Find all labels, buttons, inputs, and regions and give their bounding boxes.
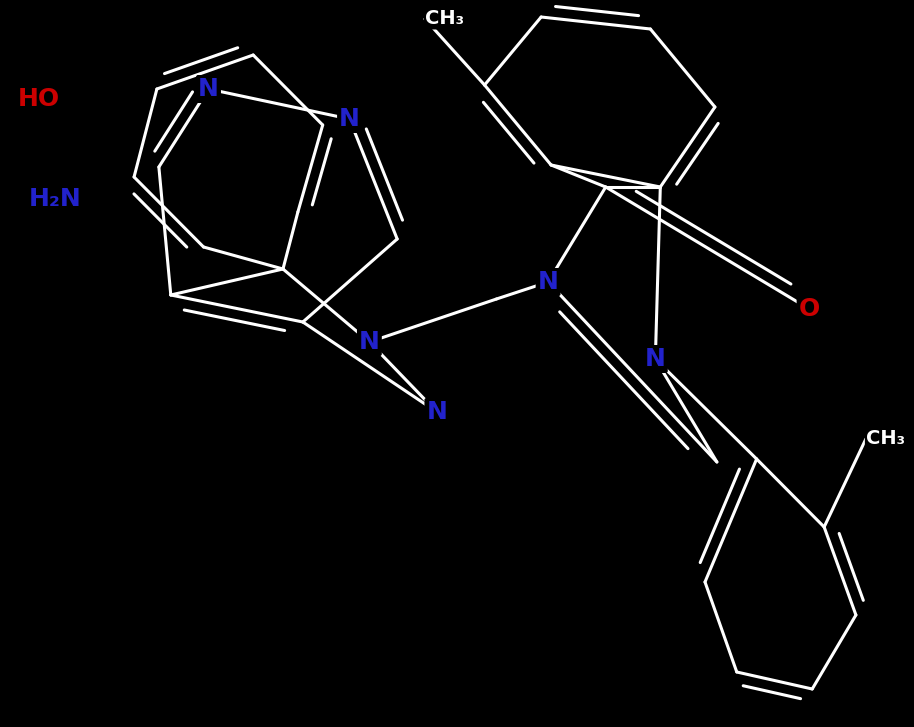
Text: N: N [645, 347, 665, 371]
Text: N: N [359, 330, 380, 354]
Text: N: N [339, 107, 360, 131]
Text: H₂N: H₂N [28, 187, 81, 211]
Text: N: N [198, 77, 219, 101]
Text: O: O [799, 297, 820, 321]
Text: HO: HO [17, 87, 59, 111]
Text: CH₃: CH₃ [425, 9, 464, 28]
Text: CH₃: CH₃ [866, 430, 905, 449]
Text: N: N [427, 400, 447, 424]
Text: N: N [537, 270, 558, 294]
